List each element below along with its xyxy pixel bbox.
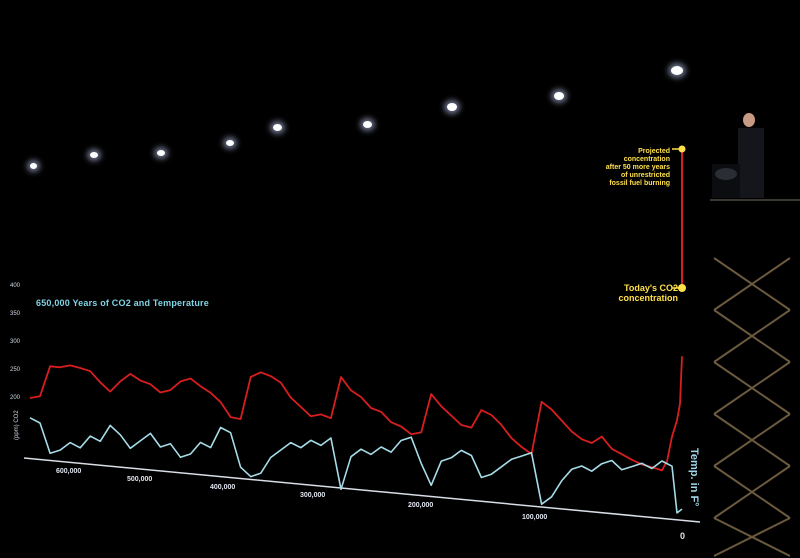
x-tick-label: 300,000 bbox=[300, 492, 326, 499]
today-concentration-annotation: Today's CO2 concentration bbox=[570, 283, 678, 304]
projected-concentration-annotation: Projected concentration after 50 more ye… bbox=[566, 148, 670, 188]
ceiling-light bbox=[363, 121, 372, 128]
projected-point-marker bbox=[678, 145, 686, 153]
annotation-line: Projected bbox=[638, 148, 670, 155]
co2-series-line bbox=[29, 356, 683, 472]
ceiling-light bbox=[30, 163, 37, 169]
y-axis-title: (ppm) CO2 bbox=[14, 410, 20, 440]
ceiling-light bbox=[447, 103, 457, 111]
y-tick-label: 300 bbox=[10, 339, 21, 345]
x-tick-label: 100,000 bbox=[522, 514, 548, 521]
ceiling-light bbox=[157, 150, 165, 156]
x-tick-label: 200,000 bbox=[408, 502, 434, 509]
presenter bbox=[712, 113, 764, 198]
y-tick-label: 350 bbox=[10, 311, 21, 317]
scissor-lift bbox=[710, 199, 800, 557]
x-tick-label: 0 bbox=[680, 531, 686, 541]
ceiling-light bbox=[273, 124, 282, 131]
x-tick-label: 600,000 bbox=[56, 468, 82, 475]
y-tick-label: 200 bbox=[10, 395, 21, 401]
ceiling-light bbox=[90, 152, 98, 158]
x-axis-line bbox=[23, 457, 701, 523]
annotation-line: concentration bbox=[618, 293, 678, 304]
ceiling-light bbox=[226, 140, 234, 146]
today-point-marker bbox=[678, 284, 686, 292]
x-tick-label: 500,000 bbox=[127, 476, 153, 483]
y-tick-label: 250 bbox=[10, 367, 21, 373]
ceiling-light bbox=[554, 92, 564, 100]
temperature-series-line bbox=[29, 417, 683, 514]
y-tick-label: 400 bbox=[10, 283, 21, 289]
temperature-axis-label: Temp. in F° bbox=[688, 448, 700, 507]
x-tick-label: 400,000 bbox=[210, 484, 236, 491]
annotation-line: concentration bbox=[623, 156, 670, 164]
ceiling-light bbox=[671, 66, 683, 75]
series-layer bbox=[29, 150, 683, 514]
annotation-line: after 50 more years bbox=[605, 164, 670, 172]
annotation-line: fossil fuel burning bbox=[609, 180, 670, 188]
annotation-line: Today's CO2 bbox=[624, 283, 678, 293]
chart-title: 650,000 Years of CO2 and Temperature bbox=[36, 298, 209, 308]
annotation-line: of unrestricted bbox=[620, 172, 670, 180]
